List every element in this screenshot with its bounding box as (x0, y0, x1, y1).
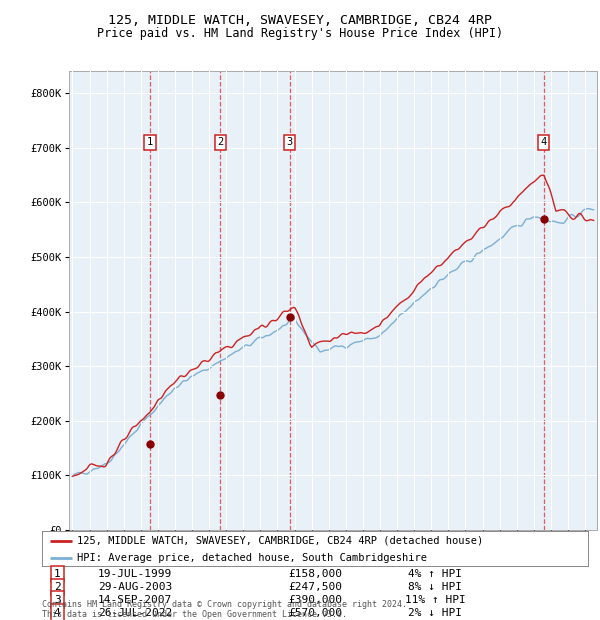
Text: 3: 3 (54, 595, 61, 604)
Text: 4: 4 (54, 608, 61, 618)
Text: HPI: Average price, detached house, South Cambridgeshire: HPI: Average price, detached house, Sout… (77, 554, 427, 564)
Text: 3: 3 (286, 138, 293, 148)
Text: 26-JUL-2022: 26-JUL-2022 (98, 608, 172, 618)
Text: 2% ↓ HPI: 2% ↓ HPI (408, 608, 462, 618)
Text: 4% ↑ HPI: 4% ↑ HPI (408, 569, 462, 579)
Text: 8% ↓ HPI: 8% ↓ HPI (408, 582, 462, 592)
Text: £158,000: £158,000 (288, 569, 342, 579)
Text: £570,000: £570,000 (288, 608, 342, 618)
Text: 2: 2 (217, 138, 224, 148)
Text: 11% ↑ HPI: 11% ↑ HPI (405, 595, 466, 604)
Text: 2: 2 (54, 582, 61, 592)
Text: Contains HM Land Registry data © Crown copyright and database right 2024.
This d: Contains HM Land Registry data © Crown c… (42, 600, 407, 619)
Text: 14-SEP-2007: 14-SEP-2007 (98, 595, 172, 604)
Text: £247,500: £247,500 (288, 582, 342, 592)
Text: 19-JUL-1999: 19-JUL-1999 (98, 569, 172, 579)
Text: 4: 4 (541, 138, 547, 148)
Text: 1: 1 (147, 138, 153, 148)
Text: Price paid vs. HM Land Registry's House Price Index (HPI): Price paid vs. HM Land Registry's House … (97, 27, 503, 40)
Text: 125, MIDDLE WATCH, SWAVESEY, CAMBRIDGE, CB24 4RP (detached house): 125, MIDDLE WATCH, SWAVESEY, CAMBRIDGE, … (77, 536, 484, 546)
Text: £390,000: £390,000 (288, 595, 342, 604)
Text: 29-AUG-2003: 29-AUG-2003 (98, 582, 172, 592)
Text: 1: 1 (54, 569, 61, 579)
Text: 125, MIDDLE WATCH, SWAVESEY, CAMBRIDGE, CB24 4RP: 125, MIDDLE WATCH, SWAVESEY, CAMBRIDGE, … (108, 14, 492, 27)
